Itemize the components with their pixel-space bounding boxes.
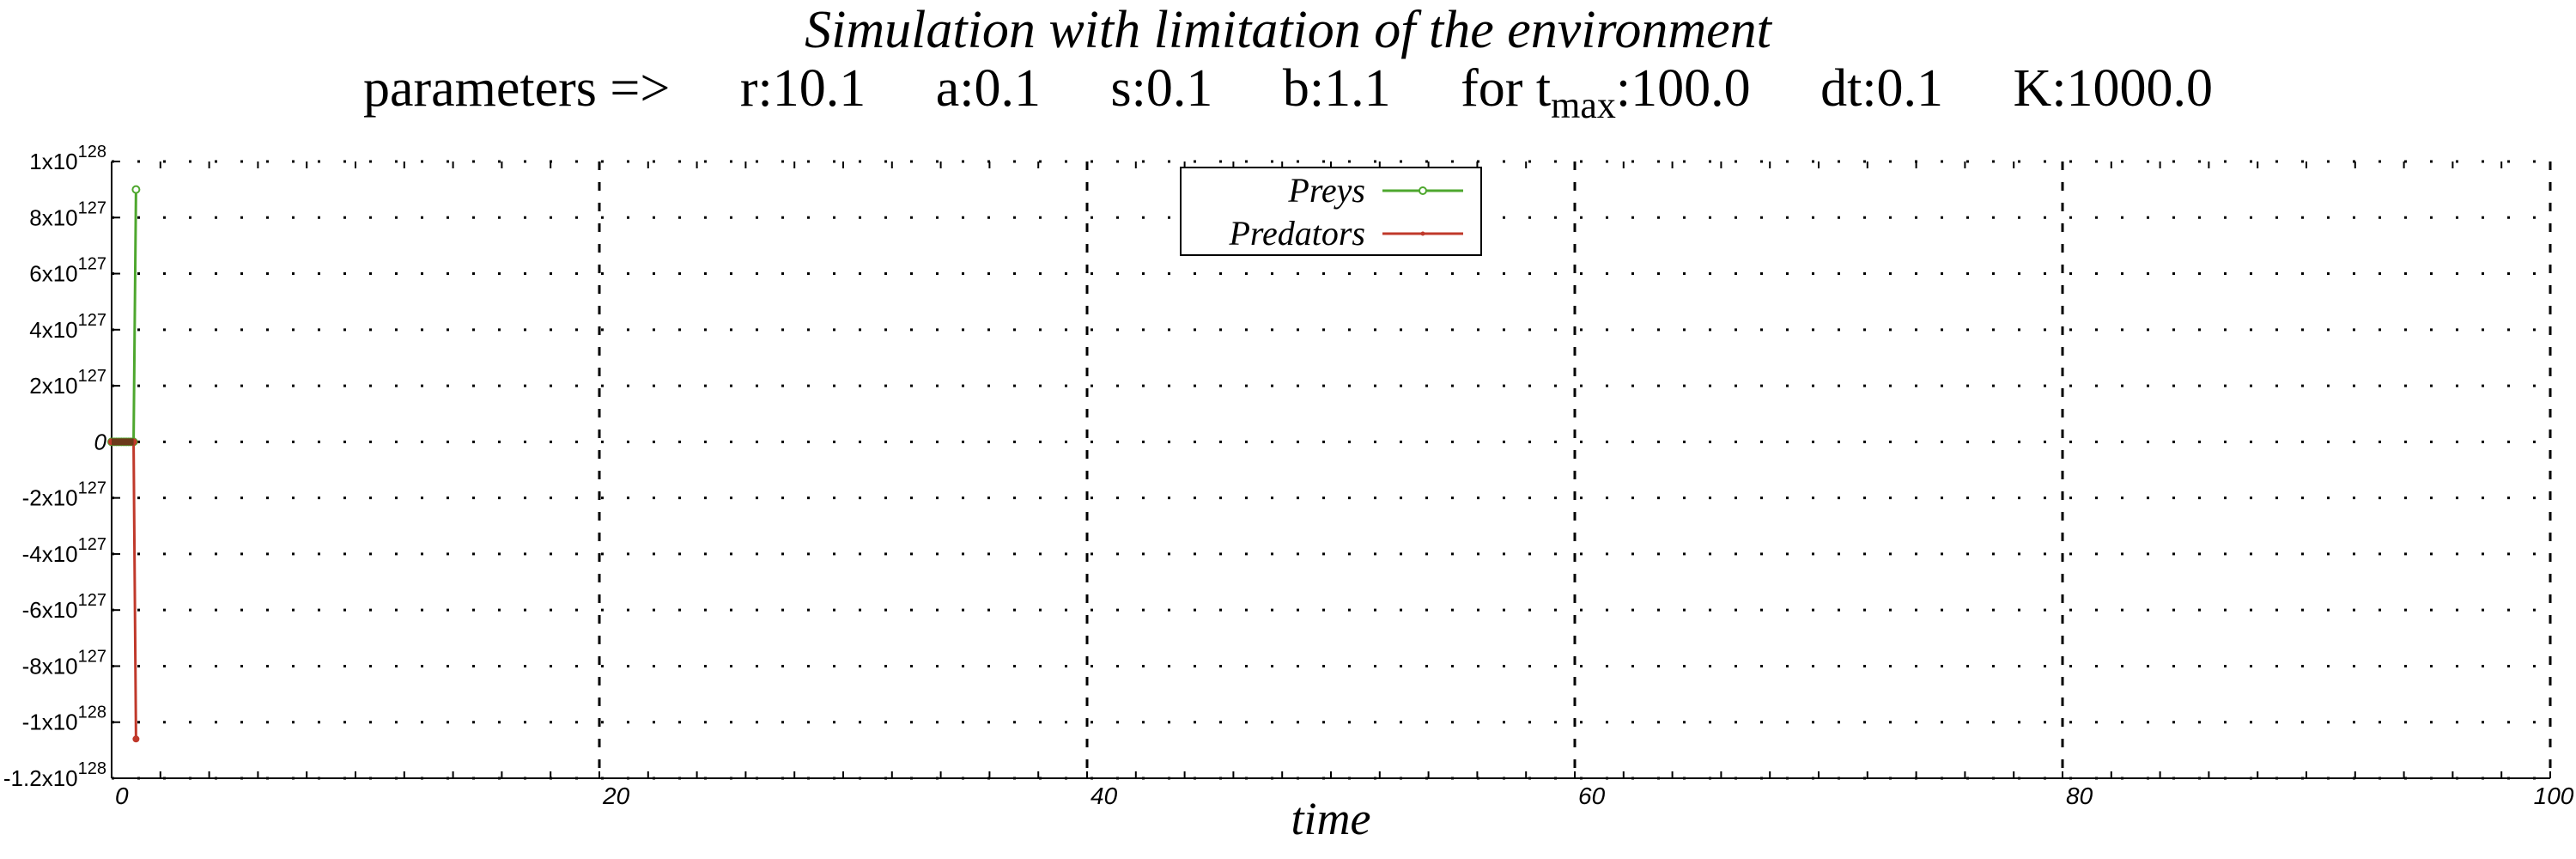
y-tick-label-4: 2x10127 [29,367,106,399]
y-tick-label-9: -8x10127 [22,647,106,679]
chart-title: Simulation with limitation of the enviro… [805,1,1771,59]
y-tick-label-6: -2x10127 [22,479,106,511]
x-tick-label-5: 100 [2534,783,2574,809]
param-k: K:1000.0 [2013,59,2214,118]
series-line-predators [112,440,137,740]
param-tmax: for tmax:100.0 [1461,59,1751,126]
x-axis-label: time [1291,793,1371,844]
param-s: s:0.1 [1110,59,1213,118]
x-tick-label-2: 40 [1091,783,1118,809]
y-tick-label-11: -1.2x10128 [3,759,106,791]
x-tick-label-0: 0 [115,783,129,809]
y-tick-label-7: -4x10127 [22,535,106,567]
x-tick-label-1: 20 [602,783,630,809]
y-tick-label-2: 6x10127 [29,255,106,287]
x-tick-label-3: 60 [1578,783,1606,809]
x-tick-label-4: 80 [2066,783,2093,809]
data-point-predators [132,735,140,743]
data-point-preys [131,185,141,194]
y-tick-label-5: 0 [94,429,107,454]
param-a: a:0.1 [935,59,1041,118]
y-tick-label-0: 1x10128 [29,143,106,174]
series-line-preys [112,189,137,443]
param-dt: dt:0.1 [1820,59,1944,118]
y-tick-label-3: 4x10127 [29,311,106,343]
param-r: r:10.1 [739,59,866,118]
legend-label-predators: Predators [1229,214,1365,253]
y-tick-label-10: -1x10128 [22,704,106,735]
y-tick-label-8: -6x10127 [22,591,106,623]
chart-legend: Preys Predators [1180,167,1482,256]
legend-item-predators: Predators [1182,212,1480,255]
legend-swatch-predators [1382,231,1463,236]
legend-item-preys: Preys [1182,169,1480,212]
param-b: b:1.1 [1282,59,1391,118]
subtitle-prefix: parameters => [362,59,671,118]
legend-label-preys: Preys [1288,171,1365,210]
y-tick-label-1: 8x10127 [29,198,106,230]
legend-swatch-preys [1382,186,1463,195]
chart-subtitle: parameters => r:10.1 a:0.1 s:0.1 b:1.1 f… [0,58,2576,127]
